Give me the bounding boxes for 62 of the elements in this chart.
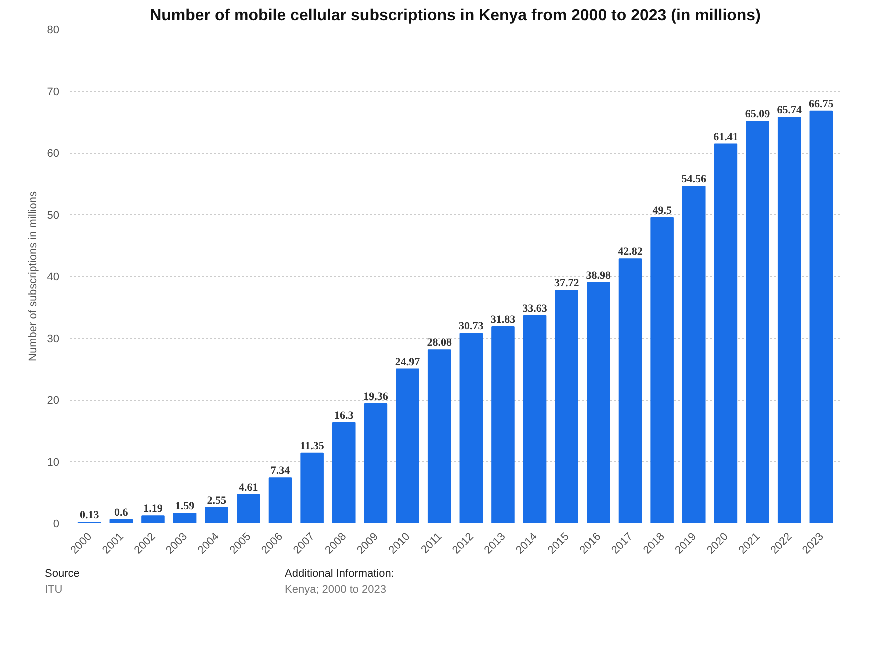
- y-tick-label: 40: [47, 272, 60, 284]
- text: Source: [45, 567, 81, 582]
- bar: [492, 326, 515, 524]
- data-label: 65.74: [777, 104, 802, 117]
- data-label: 61.41: [714, 131, 738, 144]
- bar: [110, 519, 134, 524]
- data-label: 1.59: [175, 500, 196, 513]
- data-label: 1.19: [144, 503, 164, 516]
- bar: [460, 333, 484, 524]
- bar: [618, 258, 642, 524]
- y-tick-label: 60: [47, 148, 60, 160]
- y-tick-label: 70: [47, 86, 60, 98]
- data-label: 49.5: [652, 204, 672, 217]
- bar: [523, 315, 547, 524]
- bar: [396, 368, 420, 524]
- data-label: 19.36: [364, 390, 389, 403]
- data-label: 31.83: [490, 314, 516, 326]
- data-label: 54.56: [682, 174, 708, 186]
- data-label: 66.75: [809, 98, 834, 110]
- bar: [364, 403, 388, 524]
- bar: [237, 494, 260, 524]
- text: ITU: [45, 582, 64, 598]
- data-label: 38.98: [586, 270, 612, 282]
- bar: [714, 144, 738, 524]
- data-label: 0.6: [114, 506, 129, 519]
- bar: [205, 507, 228, 524]
- bar: [810, 110, 834, 524]
- text: Additional Information:: [285, 567, 396, 582]
- data-label: 2.55: [207, 494, 227, 507]
- bar: [142, 516, 165, 524]
- bar: [332, 422, 356, 524]
- bar: [300, 452, 324, 524]
- bar: [587, 282, 610, 524]
- bar: [746, 121, 770, 524]
- bar: [428, 350, 452, 524]
- data-label: 33.63: [522, 302, 548, 315]
- y-tick-label: 80: [47, 24, 60, 36]
- data-label: 4.61: [239, 482, 258, 494]
- bar: [173, 513, 197, 524]
- data-label: 0.13: [80, 510, 100, 522]
- y-tick-label: 10: [47, 456, 60, 469]
- y-tick-label: 0: [53, 518, 60, 530]
- y-axis-title: Number of subscriptions in millions: [27, 191, 40, 362]
- chart-title: Number of mobile cellular subscriptions in Kenya from 2000 to 2023 (in millions): [150, 8, 761, 24]
- bar: [682, 186, 706, 524]
- data-label: 30.73: [459, 320, 484, 333]
- data-label: 28.08: [427, 337, 452, 350]
- data-label: 16.3: [334, 410, 354, 422]
- bar: [268, 478, 292, 524]
- data-label: 7.34: [270, 465, 291, 478]
- data-label: 42.82: [618, 246, 644, 258]
- bar: [555, 290, 578, 524]
- data-label: 65.09: [745, 108, 771, 121]
- text: Kenya; 2000 to 2023: [285, 582, 388, 598]
- y-tick-label: 50: [47, 210, 60, 222]
- y-tick-label: 30: [47, 333, 60, 346]
- data-label: 24.97: [395, 356, 421, 368]
- data-label: 11.35: [300, 440, 325, 452]
- data-label: 37.72: [554, 278, 580, 290]
- bar: [778, 117, 802, 524]
- y-tick-label: 20: [47, 395, 60, 407]
- bar: [650, 217, 674, 524]
